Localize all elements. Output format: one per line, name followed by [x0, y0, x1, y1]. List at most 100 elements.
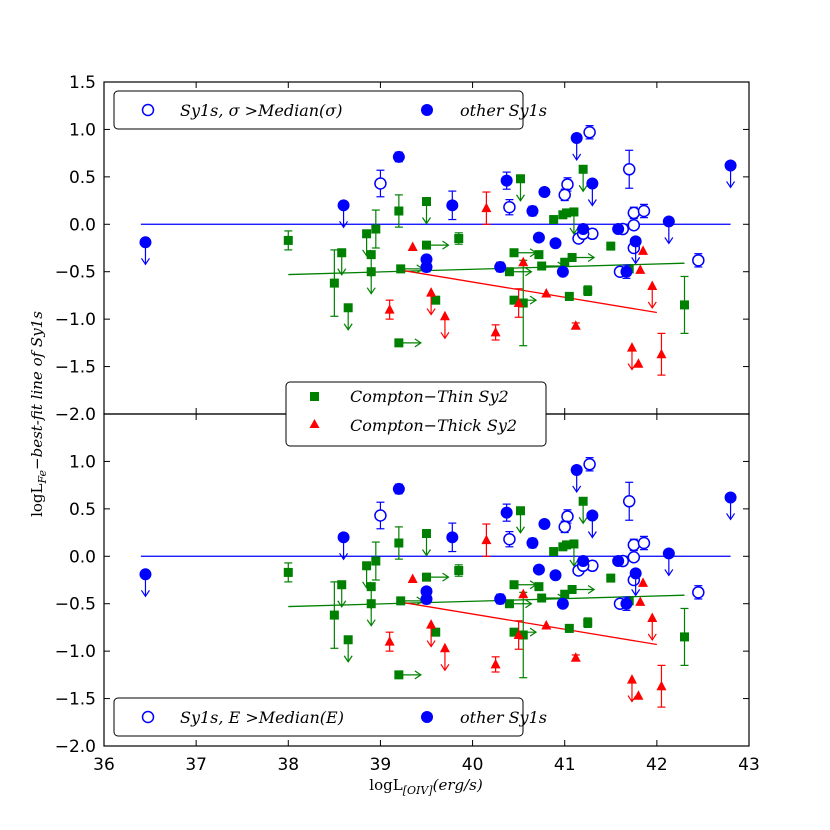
upper-limit-arrow	[647, 633, 657, 642]
bottom-sy1_high-point-11	[558, 520, 571, 534]
bottom-sy1_high-point-0	[374, 501, 387, 530]
marker-filled-circle	[532, 563, 545, 576]
marker-triangle	[541, 288, 552, 298]
marker-triangle	[426, 287, 437, 297]
x-tick-label: 41	[554, 755, 576, 775]
top-thick_sy2-point-11	[638, 245, 649, 255]
bottom-thin_sy2-point-31	[606, 573, 616, 583]
marker-open-circle	[692, 254, 705, 267]
top-thin_sy2-point-0	[283, 230, 293, 251]
top-thin_sy2-point-2	[337, 248, 347, 276]
marker-filled-circle	[629, 235, 642, 248]
bottom-thin_sy2-point-6	[366, 599, 376, 627]
top-sy1_other-point-4	[420, 260, 433, 273]
upper-limit-arrow	[140, 257, 150, 266]
bottom-sy1_other-point-9	[538, 518, 551, 531]
bottom-sy1_other-point-13	[570, 463, 583, 494]
marker-square	[422, 240, 431, 250]
legend-marker-sy1-high	[141, 103, 155, 117]
marker-square	[371, 556, 381, 566]
top-thin_sy2-point-7	[371, 209, 381, 249]
top-thin_sy2-point-26	[569, 207, 579, 236]
marker-triangle	[635, 264, 646, 274]
top-thin_sy2-point-33	[680, 275, 689, 334]
bottom-sy1_other-point-6	[494, 592, 507, 605]
marker-square	[454, 566, 464, 576]
marker-triangle	[635, 596, 646, 606]
marker-open-circle	[627, 550, 641, 564]
lower-limit-arrow	[442, 240, 450, 250]
bottom-thin_sy2-point-27	[567, 584, 596, 594]
top-sy1_other-point-6	[494, 260, 507, 273]
top-sy1_other-point-18	[629, 235, 642, 265]
marker-triangle	[481, 202, 492, 213]
upper-limit-arrow	[578, 184, 588, 193]
bottom-thick_sy2-point-1	[407, 573, 418, 584]
marker-square	[422, 197, 431, 207]
marker-square	[564, 291, 574, 301]
top-sy1_other-point-14	[577, 223, 590, 236]
top-thin_sy2-point-12	[422, 240, 450, 250]
marker-square	[394, 338, 404, 348]
bottom-thick_sy2-point-10	[635, 596, 646, 606]
marker-square	[329, 278, 339, 288]
legend-marker-sy1-other	[421, 104, 433, 116]
marker-square	[504, 599, 514, 609]
bottom-sy1_other-point-14	[577, 555, 590, 568]
bottom-thin_sy2-point-22	[549, 547, 559, 557]
top-thick_sy2-point-6	[513, 288, 524, 318]
upper-limit-arrow	[631, 257, 641, 265]
bottom-thin_sy2-point-7	[371, 541, 381, 581]
marker-filled-circle	[500, 506, 513, 519]
bottom-sy1_high-point-1	[503, 531, 516, 548]
marker-square	[549, 547, 559, 557]
y-axis-label: logLFe−best-fit line of Sy1s	[28, 311, 49, 517]
top-thin_sy2-point-14	[454, 232, 464, 245]
upper-limit-arrow	[440, 663, 450, 672]
top-sy1_other-point-2	[392, 150, 405, 163]
marker-square	[422, 529, 431, 539]
lower-limit-arrow	[442, 572, 450, 582]
marker-open-circle	[503, 200, 516, 214]
top-sy1_high-point-8	[637, 203, 651, 219]
bottom-thick_sy2-point-4	[481, 523, 492, 557]
marker-square	[534, 582, 544, 592]
marker-square	[534, 250, 544, 260]
x-tick-label: 42	[646, 755, 668, 775]
bottom-thick_sy2-point-5	[490, 656, 501, 673]
bottom-thin_sy2-point-28	[564, 623, 574, 633]
top-sy1_high-point-7	[627, 206, 641, 220]
marker-square	[560, 589, 570, 599]
bottom-sy1_other-point-17	[620, 596, 633, 611]
x-tick-label: 36	[93, 755, 115, 775]
bottom-thick_sy2-point-11	[638, 577, 649, 587]
top-legend-box	[113, 90, 524, 130]
top-sy1_other-point-15	[586, 177, 599, 207]
bottom-thin_sy2-point-0	[283, 562, 293, 583]
marker-filled-circle	[532, 231, 545, 244]
upper-limit-arrow	[572, 485, 582, 494]
middle-legend-box	[285, 381, 547, 447]
top-thick_sy2-point-10	[635, 264, 646, 274]
bottom-thin_sy2-point-12	[422, 572, 450, 582]
top-thick_sy2-point-1	[407, 241, 418, 252]
bottom-y-axis: 1.0 0.5 0.0 −0.5 −1.0 −1.5 −2.0	[55, 452, 749, 757]
top-legend: Sy1s, σ >Median(σ) other Sy1s	[113, 90, 547, 130]
legend-label-sy1-high: Sy1s, σ >Median(σ)	[180, 101, 342, 120]
marker-triangle	[384, 304, 395, 314]
marker-triangle	[518, 256, 529, 267]
upper-limit-arrow	[587, 531, 597, 539]
bottom-thin_sy2-point-15	[504, 599, 533, 609]
marker-open-circle	[583, 458, 596, 471]
marker-triangle	[656, 680, 667, 691]
marker-square	[509, 248, 519, 258]
top-y-tick-label: −0.5	[55, 263, 96, 283]
marker-square	[569, 539, 579, 549]
marker-square	[366, 250, 376, 260]
marker-triangle	[647, 612, 658, 622]
x-tick-label: 38	[277, 755, 299, 775]
marker-open-circle	[558, 520, 571, 534]
top-y-tick-label: 0.0	[69, 215, 96, 235]
marker-filled-circle	[337, 199, 350, 212]
marker-filled-circle	[724, 491, 737, 504]
